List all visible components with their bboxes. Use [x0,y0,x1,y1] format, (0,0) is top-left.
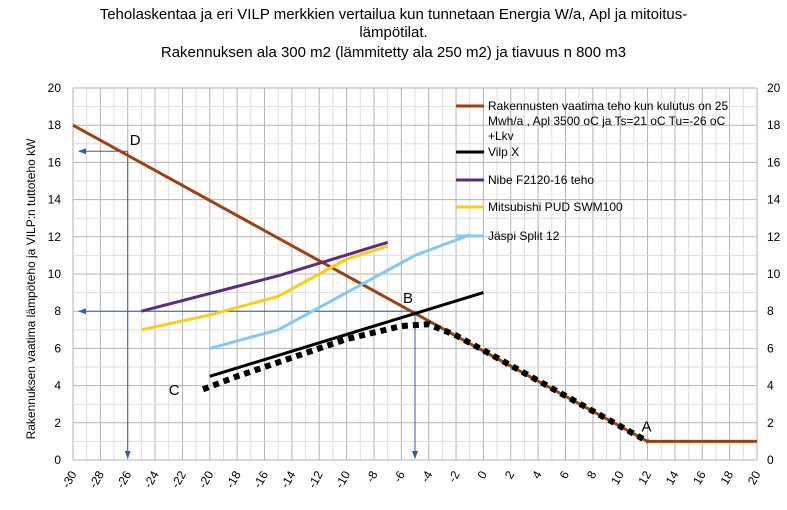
series-line-4 [209,233,471,350]
y-tick-label-left: 2 [54,416,61,430]
x-tick-label: -12 [305,468,326,490]
y-tick-label-right: 12 [767,230,781,244]
y-tick-label-right: 20 [767,81,781,95]
series-line-1 [209,291,484,378]
x-tick-label: 14 [663,468,682,487]
x-tick-label: -22 [168,468,189,490]
y-tick-label-right: 10 [767,267,781,281]
y-tick-label-left: 20 [48,81,62,95]
y-tick-label-right: 2 [767,416,774,430]
y-tick-label-left: 4 [54,379,61,393]
y-tick-label-right: 8 [767,304,774,318]
y-tick-label-right: 18 [767,118,781,132]
x-tick-label: -18 [223,468,244,490]
y-tick-label-left: 18 [48,118,62,132]
y-tick-label-left: 16 [48,155,62,169]
legend-label-2: Nibe F2120-16 teho [488,173,594,187]
x-tick-label: 20 [745,468,764,487]
y-tick-label-right: 4 [767,379,774,393]
x-tick-label: -16 [250,468,271,490]
annotation-B: B [403,290,413,307]
x-tick-label: 16 [690,468,709,487]
x-tick-label: -6 [390,468,408,485]
x-tick-label: 18 [717,468,736,487]
x-tick-label: 6 [557,468,573,481]
y-tick-label-left: 14 [48,193,62,207]
legend-label-3: Mitsubishi PUD SWM100 [488,200,623,214]
legend-label-4: Jäspi Split 12 [488,229,560,243]
legend-label-0: Rakennusten vaatima teho kun kulutus on … [488,99,728,143]
chart-title-line-2: lämpötilat. [359,24,428,41]
annotation-C: C [169,382,180,399]
series-line-3 [141,244,389,332]
x-tick-label: -26 [114,468,135,490]
y-tick-label-left: 6 [54,341,61,355]
x-tick-label: 8 [584,468,600,481]
x-tick-label: 0 [475,468,491,481]
y-axis-label: Rakennuksen vaatima lämpöteho ja VILP:n … [24,138,38,440]
x-tick-label: 4 [529,468,545,481]
x-tick-label: -24 [141,468,162,490]
y-tick-label-right: 0 [767,453,774,467]
x-tick-label: -14 [278,468,299,490]
legend-label-1: Vilp X [488,145,519,159]
x-tick-label: -20 [196,468,217,490]
x-tick-label: -10 [332,468,353,490]
chart-title-line-1: Teholaskentaa ja eri VILP merkkien verta… [99,6,688,23]
annotation-D: D [130,132,141,149]
x-tick-label: 10 [608,468,627,487]
y-tick-label-left: 12 [48,230,62,244]
y-tick-label-right: 14 [767,193,781,207]
y-tick-label-right: 16 [767,155,781,169]
y-tick-label-right: 6 [767,341,774,355]
series-line-2 [141,240,389,313]
x-tick-label: -4 [418,468,436,485]
annotation-A: A [642,418,652,435]
x-tick-label: -28 [86,468,107,490]
x-tick-label: -8 [363,468,381,485]
x-tick-label: -30 [59,468,80,490]
y-tick-label-left: 10 [48,267,62,281]
y-tick-label-left: 8 [54,304,61,318]
y-tick-label-left: 0 [54,453,61,467]
dotted-curve [201,321,650,445]
x-tick-label: -2 [445,468,463,485]
x-tick-label: 2 [502,468,518,481]
x-tick-label: 12 [635,468,654,487]
chart-title-line-3: Rakennuksen ala 300 m2 (lämmitetty ala 2… [160,44,627,61]
